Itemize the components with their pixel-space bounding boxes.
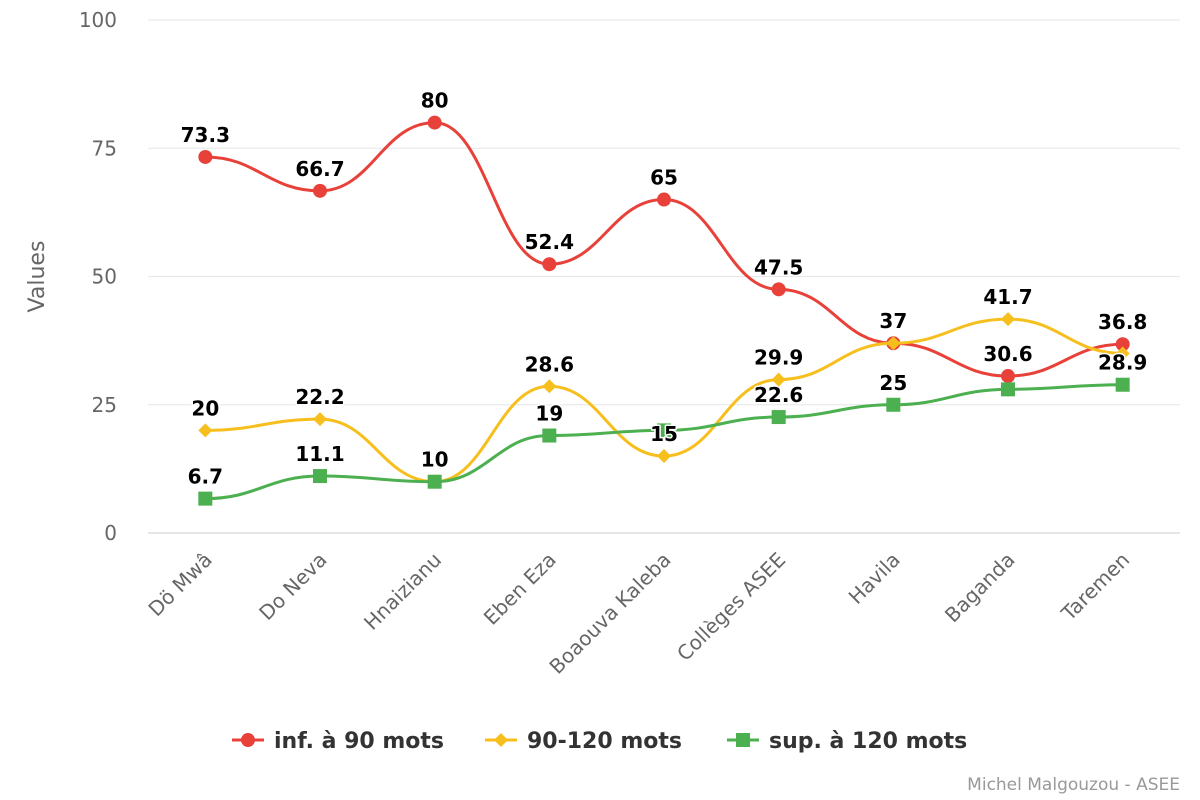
data-point[interactable] [313,469,327,484]
legend-label: sup. à 120 mots [769,729,967,754]
series-line[interactable] [205,121,1123,378]
series-3 [198,377,1130,506]
y-axis-label: Values [25,241,50,313]
data-point[interactable] [1115,377,1130,392]
data-point[interactable] [657,423,671,438]
legend-label: inf. à 90 mots [274,729,444,754]
data-point[interactable] [198,149,213,164]
legend-label: 90-120 mots [527,729,682,754]
grid [148,19,1180,534]
data-point[interactable] [427,474,442,489]
data-point[interactable] [427,115,442,130]
data-label: 15 [650,422,678,446]
data-point[interactable] [1001,369,1015,384]
data-label: 22.6 [754,383,803,407]
x-tick-label: Collèges ASEE [672,548,790,666]
data-label: 73.3 [181,123,230,147]
x-tick-label: Havila [844,548,905,609]
data-label: 6.7 [188,465,223,489]
data-label: 11.1 [295,442,344,466]
data-point[interactable] [542,379,557,394]
data-point[interactable] [771,410,786,425]
data-label: 25 [879,371,907,395]
data-point[interactable] [1115,337,1130,352]
legend-marker[interactable] [241,733,255,747]
x-tick-label: Dö Mwâ [143,548,216,621]
data-label: 52.4 [525,230,574,254]
series-layer [198,115,1130,506]
data-label: 65 [650,166,678,190]
legend[interactable]: inf. à 90 mots 90-120 mots sup. à 120 mots [232,729,967,754]
data-label: 66.7 [295,157,344,181]
x-tick-label: Hnaizianu [359,548,446,635]
data-label: 19 [535,402,563,426]
y-tick-label: 100 [79,8,117,32]
data-point[interactable] [542,428,557,443]
data-point[interactable] [1001,312,1015,327]
data-label: 29.9 [754,346,803,370]
legend-item[interactable]: sup. à 120 mots [727,729,967,754]
data-point[interactable] [771,282,786,297]
data-label: 28.6 [525,352,574,376]
data-label: 37 [879,309,907,333]
legend-item[interactable]: 90-120 mots [485,729,682,754]
legend-item[interactable]: inf. à 90 mots [232,729,444,754]
data-label: 28.9 [1098,351,1147,375]
y-tick-label: 50 [92,265,117,289]
data-label: 80 [421,89,449,113]
y-tick-label: 25 [92,393,117,417]
data-point[interactable] [313,183,327,198]
data-point[interactable] [886,397,901,412]
data-point[interactable] [657,449,671,464]
y-tick-label: 0 [104,521,117,545]
data-label: 30.6 [983,342,1032,366]
x-tick-label: Taremen [1056,548,1134,626]
data-label: 22.2 [295,385,344,409]
x-tick-label: Boaouva Kaleba [544,548,675,679]
data-point[interactable] [1001,382,1015,397]
data-label: 10 [421,448,449,472]
data-label: 47.5 [754,255,803,279]
legend-marker[interactable] [736,733,750,747]
legend-marker[interactable] [494,733,508,747]
data-label: 41.7 [983,285,1032,309]
data-point[interactable] [198,423,213,438]
credit-text[interactable]: Michel Malgouzou - ASEE [967,775,1180,795]
data-point[interactable] [313,412,327,427]
data-point[interactable] [1115,346,1130,361]
data-point[interactable] [198,491,213,506]
data-label: 36.8 [1098,310,1147,334]
y-tick-label: 75 [92,136,117,160]
data-point[interactable] [886,336,901,351]
y-axis-ticks: 0 25 50 75 100 [79,8,117,545]
x-tick-label: Eben Eza [479,548,561,630]
data-point[interactable] [542,257,557,272]
data-point[interactable] [771,372,786,387]
x-tick-label: Do Neva [254,548,331,625]
x-tick-label: Baganda [940,548,1020,628]
data-labels: 73.3 66.7 80 52.4 65 47.5 30.6 36.8 20 22.2 28.6 15… [179,87,1149,490]
data-point[interactable] [657,192,671,207]
data-label: 20 [191,396,219,420]
